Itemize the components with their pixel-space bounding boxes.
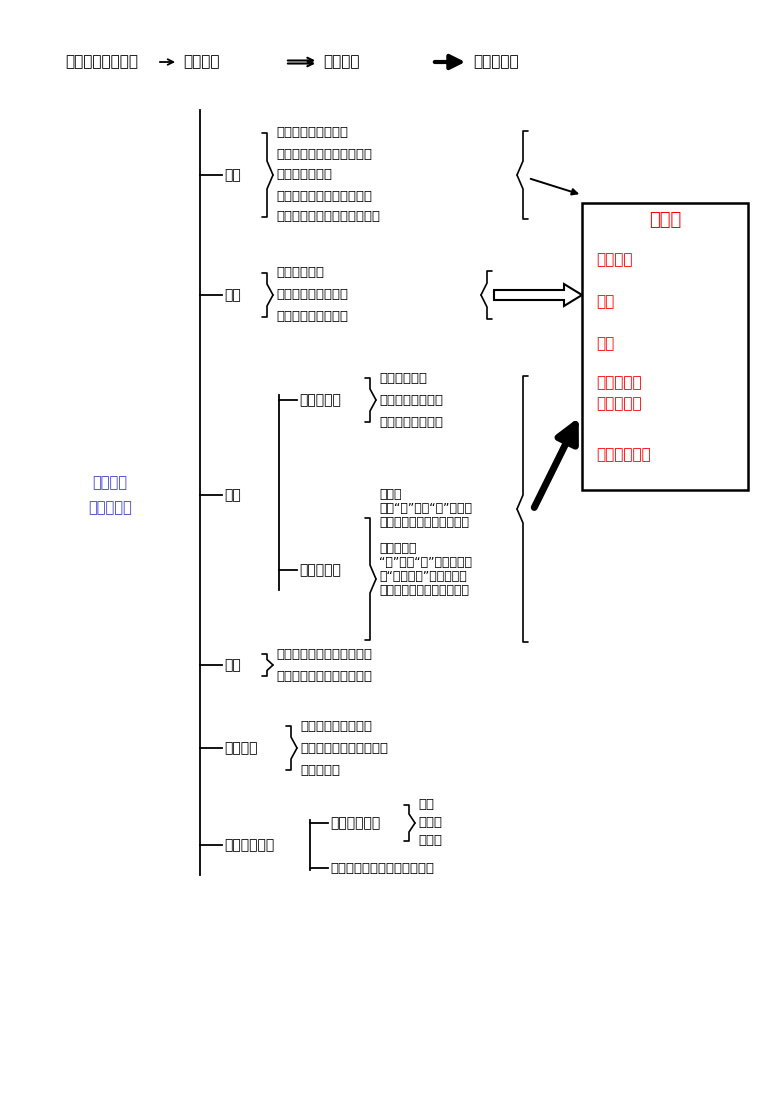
Text: 认识计算工具: 认识计算工具 [330,816,381,829]
Text: 认识较大的计数单位: 认识较大的计数单位 [276,127,348,139]
Text: 结合数位顺序表认识较大的数: 结合数位顺序表认识较大的数 [276,211,380,224]
Text: 一般数的写法: 一般数的写法 [379,372,427,385]
Text: 第一单元
大数的认识: 第一单元 大数的认识 [88,475,132,515]
Text: 计算机: 计算机 [418,835,442,847]
Text: 古代人们的计数方法: 古代人们的计数方法 [300,719,372,732]
Text: 知识点: 知识点 [649,211,681,229]
Text: 写出最大最小的数: 写出最大最小的数 [379,394,443,407]
Text: “万”（或“亿”）作单位的: “万”（或“亿”）作单位的 [379,556,472,568]
Text: 初步感知: 初步感知 [183,54,219,69]
Text: 用“四舍五入”法改写成用: 用“四舍五入”法改写成用 [379,569,466,582]
Text: 理解计数单位与数位的区别: 理解计数单位与数位的区别 [276,190,372,203]
Bar [582,203,748,490]
Text: 位数不同的两个数大小比较: 位数不同的两个数大小比较 [276,647,372,661]
Text: 位数相同的两个数大小比较: 位数相同的两个数大小比较 [276,670,372,683]
Text: 读法: 读法 [224,288,241,302]
Text: 计算器: 计算器 [418,816,442,829]
Text: 本单元知识点：（: 本单元知识点：（ [65,54,138,69]
Text: 末尾有零的数的读法: 末尾有零的数的读法 [276,311,348,323]
Text: 数的近似数: 数的近似数 [379,542,417,555]
Text: 算盘: 算盘 [418,799,434,812]
Text: 相邻两个单
位间的进率: 相邻两个单 位间的进率 [596,375,642,411]
Text: 逐步感知: 逐步感知 [323,54,360,69]
Text: 位的数: 位的数 [379,489,402,502]
Polygon shape [494,283,582,306]
Text: 认识自然数: 认识自然数 [300,763,340,777]
Text: 古今中外各国的数字比较: 古今中外各国的数字比较 [300,741,388,754]
Text: 应用计算器进行计算探索规律: 应用计算器进行计算探索规律 [330,861,434,875]
Text: 数的产生: 数的产生 [224,741,257,754]
Text: 了解计算工具: 了解计算工具 [224,838,275,852]
Text: 认识数位及数级: 认识数位及数级 [276,169,332,182]
Text: 比较: 比较 [224,658,241,672]
Text: 大数的改写: 大数的改写 [299,563,341,577]
Text: 成用“万”（或“亿”）作单: 成用“万”（或“亿”）作单 [379,503,472,515]
Text: 计数单位: 计数单位 [596,253,633,268]
Text: 把非整万（或非整亿）的数: 把非整万（或非整亿）的数 [379,583,469,597]
Text: 中间有零的数的读法: 中间有零的数的读法 [276,289,348,301]
Text: 数数: 数数 [224,168,241,182]
Text: 明确相邻计数单位间的进率: 明确相邻计数单位间的进率 [276,148,372,161]
Text: 大数的写法: 大数的写法 [299,393,341,407]
Text: 写法: 写法 [224,488,241,502]
Text: 一般数的读法: 一般数的读法 [276,267,324,279]
Text: 数值: 数值 [596,295,615,310]
Text: 系统感知）: 系统感知） [473,54,519,69]
Text: 数级: 数级 [596,336,615,352]
Text: 写出特定读法的数: 写出特定读法的数 [379,416,443,428]
Text: 把整万（或整亿）的数改写: 把整万（或整亿）的数改写 [379,516,469,529]
Text: 十进制计数法: 十进制计数法 [596,448,651,462]
